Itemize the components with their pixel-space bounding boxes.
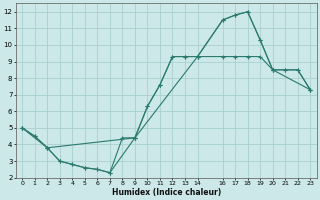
X-axis label: Humidex (Indice chaleur): Humidex (Indice chaleur) (112, 188, 221, 197)
